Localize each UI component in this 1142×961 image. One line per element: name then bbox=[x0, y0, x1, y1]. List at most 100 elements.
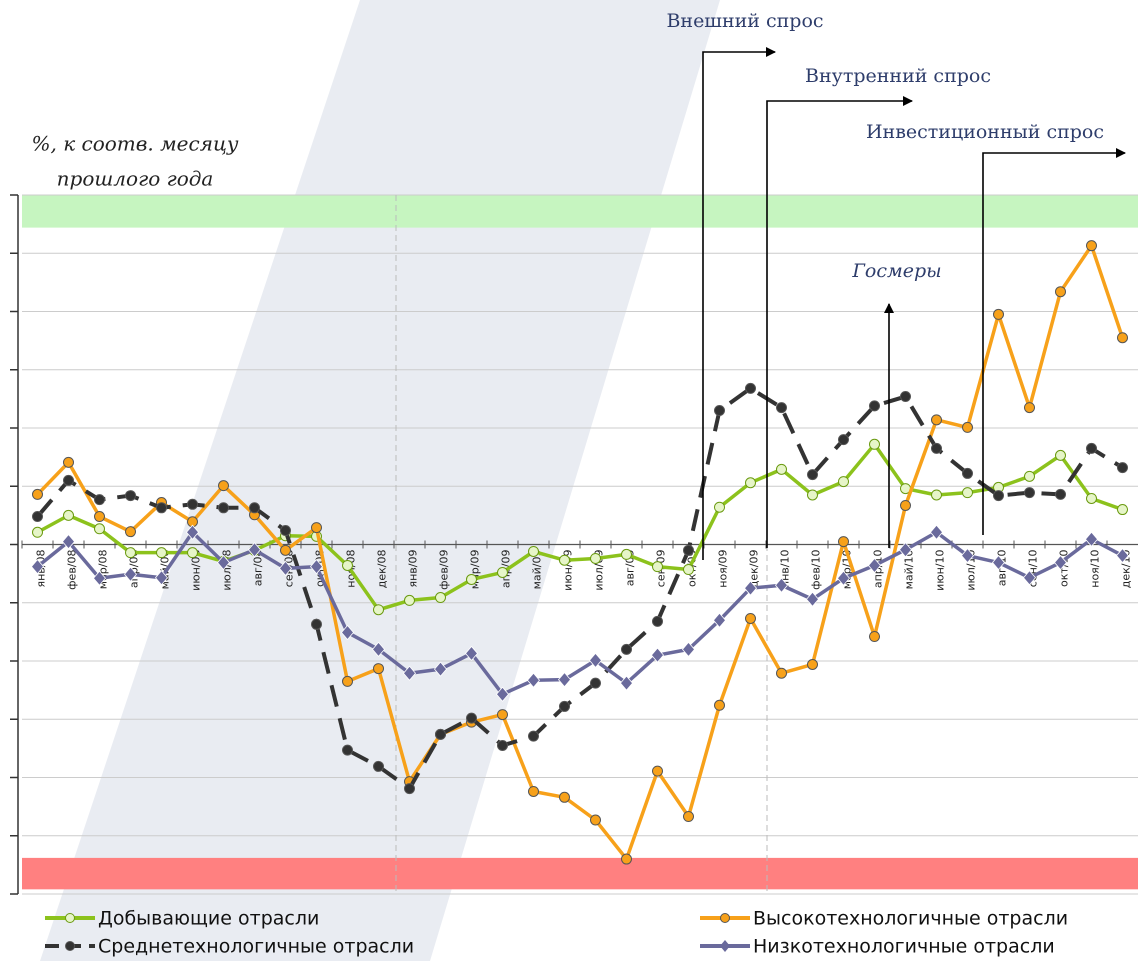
point bbox=[714, 405, 725, 417]
point bbox=[187, 547, 198, 559]
x-tick-label: фев/08 bbox=[66, 549, 79, 589]
x-tick-label: дек/08 bbox=[376, 550, 389, 589]
x-tick-label: июн/08 bbox=[190, 550, 203, 591]
annotation: Госмеры bbox=[851, 260, 941, 282]
point bbox=[714, 699, 725, 711]
point bbox=[991, 554, 1006, 571]
point bbox=[94, 511, 105, 523]
point bbox=[650, 647, 665, 663]
x-tick-label: фев/09 bbox=[438, 549, 451, 589]
point bbox=[342, 559, 353, 571]
point bbox=[125, 490, 136, 502]
background-shape bbox=[40, 0, 720, 961]
point bbox=[404, 783, 415, 795]
point bbox=[681, 641, 696, 657]
point bbox=[869, 631, 880, 643]
point bbox=[590, 677, 601, 689]
point bbox=[1086, 442, 1097, 454]
point bbox=[929, 524, 944, 540]
point bbox=[63, 456, 74, 468]
point bbox=[309, 559, 324, 575]
point bbox=[993, 308, 1004, 320]
point bbox=[776, 667, 787, 679]
point bbox=[495, 686, 510, 702]
point bbox=[714, 501, 725, 513]
x-tick-label: фев/10 bbox=[810, 549, 823, 589]
point bbox=[371, 641, 386, 657]
legend-marker bbox=[720, 940, 730, 952]
point bbox=[1117, 462, 1128, 474]
point bbox=[216, 554, 231, 571]
point bbox=[993, 490, 1004, 502]
band bbox=[22, 195, 1138, 228]
arrow bbox=[982, 148, 1126, 535]
point bbox=[960, 547, 975, 564]
point bbox=[156, 547, 167, 559]
band bbox=[22, 857, 1138, 890]
point bbox=[280, 544, 291, 556]
point bbox=[402, 665, 417, 681]
point bbox=[311, 618, 322, 630]
point bbox=[774, 577, 789, 593]
point bbox=[898, 542, 913, 558]
point bbox=[1022, 570, 1037, 586]
point bbox=[30, 559, 45, 575]
point bbox=[528, 785, 539, 797]
point bbox=[218, 502, 229, 514]
point bbox=[621, 853, 632, 865]
x-tick-label: май/09 bbox=[531, 550, 544, 590]
point bbox=[218, 480, 229, 492]
series-line bbox=[36, 530, 1124, 696]
point bbox=[156, 502, 167, 514]
point bbox=[867, 557, 882, 574]
point bbox=[373, 663, 384, 675]
annotation: Внутренний спрос bbox=[805, 65, 991, 87]
point bbox=[805, 591, 820, 607]
point bbox=[1024, 470, 1035, 482]
x-tick-label: ноя/09 bbox=[717, 550, 730, 588]
point bbox=[683, 811, 694, 823]
point bbox=[838, 536, 849, 548]
point bbox=[807, 489, 818, 501]
point bbox=[1086, 240, 1097, 252]
point bbox=[249, 502, 260, 514]
point bbox=[32, 511, 43, 523]
point bbox=[1024, 487, 1035, 499]
x-tick-label: май/10 bbox=[903, 550, 916, 590]
annotation: Инвестиционный спрос bbox=[866, 121, 1104, 143]
y-axis-label: %, к соотв. месяцу bbox=[31, 132, 238, 156]
point bbox=[652, 561, 663, 573]
point bbox=[745, 382, 756, 394]
point bbox=[154, 570, 169, 586]
point bbox=[340, 624, 355, 641]
point bbox=[435, 592, 446, 604]
point bbox=[94, 494, 105, 506]
point bbox=[373, 760, 384, 772]
point bbox=[559, 791, 570, 803]
point bbox=[652, 615, 663, 627]
point bbox=[342, 675, 353, 687]
point bbox=[63, 474, 74, 486]
point bbox=[92, 570, 107, 586]
point bbox=[1115, 547, 1130, 564]
point bbox=[528, 545, 539, 557]
point bbox=[776, 402, 787, 414]
legend-marker bbox=[720, 913, 730, 923]
point bbox=[962, 487, 973, 499]
arrow bbox=[702, 47, 776, 560]
annotation: Внешний спрос bbox=[666, 10, 823, 32]
point bbox=[745, 477, 756, 489]
point bbox=[807, 658, 818, 670]
point bbox=[1084, 531, 1099, 547]
point bbox=[559, 700, 570, 712]
legend-marker bbox=[65, 941, 75, 951]
point bbox=[1055, 449, 1066, 461]
point bbox=[621, 643, 632, 655]
point bbox=[63, 509, 74, 521]
point bbox=[743, 580, 758, 596]
point bbox=[32, 488, 43, 500]
point bbox=[1117, 504, 1128, 516]
point bbox=[900, 499, 911, 511]
point bbox=[836, 570, 851, 586]
